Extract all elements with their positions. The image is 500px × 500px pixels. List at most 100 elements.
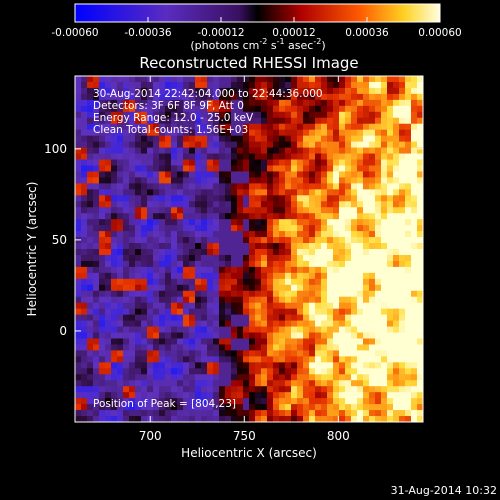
heatmap-cell — [363, 410, 370, 417]
heatmap-cell — [207, 392, 214, 399]
heatmap-cell — [357, 135, 364, 143]
heatmap-cell — [195, 404, 202, 411]
heatmap-cell — [351, 159, 358, 166]
x-axis-label: Heliocentric X (arcsec) — [181, 446, 317, 460]
heatmap-cell — [111, 111, 118, 119]
heatmap-cell — [135, 81, 142, 89]
heatmap-cell — [297, 260, 304, 268]
heatmap-cell — [213, 117, 220, 125]
heatmap-cell — [297, 123, 304, 131]
heatmap-cell — [267, 219, 274, 226]
heatmap-cell — [249, 105, 256, 113]
heatmap-cell — [207, 147, 214, 154]
heatmap-cell — [81, 147, 88, 154]
heatmap-cell — [177, 410, 184, 417]
heatmap-cell — [183, 266, 190, 274]
heatmap-cell — [93, 392, 100, 399]
heatmap-cell — [387, 195, 394, 202]
heatmap-cell — [267, 147, 274, 154]
heatmap-cell — [213, 272, 220, 280]
heatmap-cell — [81, 332, 88, 339]
heatmap-cell — [309, 231, 316, 238]
heatmap-cell — [129, 237, 136, 244]
heatmap-cell — [381, 207, 388, 214]
heatmap-cell — [171, 231, 178, 238]
heatmap-cell — [231, 129, 238, 137]
heatmap-cell — [381, 249, 388, 256]
heatmap-cell — [393, 237, 400, 244]
heatmap-cell — [225, 302, 232, 310]
heatmap-cell — [129, 123, 136, 131]
heatmap-cell — [153, 111, 160, 119]
heatmap-cell — [93, 171, 100, 178]
heatmap-cell — [213, 189, 220, 196]
heatmap-cell — [123, 404, 130, 411]
heatmap-cell — [159, 219, 166, 226]
heatmap-cell — [123, 195, 130, 202]
heatmap-cell — [303, 374, 310, 381]
heatmap-cell — [129, 231, 136, 238]
heatmap-cell — [117, 93, 124, 101]
heatmap-cell — [417, 171, 423, 178]
heatmap-cell — [141, 76, 148, 83]
heatmap-cell — [333, 326, 340, 333]
heatmap-cell — [303, 368, 310, 375]
heatmap-cell — [207, 165, 214, 172]
heatmap-cell — [201, 231, 208, 238]
heatmap-cell — [345, 344, 352, 351]
heatmap-cell — [87, 81, 94, 89]
heatmap-cell — [393, 243, 400, 250]
heatmap-cell — [273, 254, 280, 262]
heatmap-cell — [87, 398, 94, 405]
heatmap-cell — [267, 398, 274, 405]
heatmap-cell — [237, 219, 244, 226]
heatmap-cell — [141, 260, 148, 268]
heatmap-cell — [141, 207, 148, 214]
heatmap-cell — [417, 105, 423, 113]
heatmap-cell — [159, 111, 166, 119]
heatmap-cell — [93, 183, 100, 190]
heatmap-cell — [249, 266, 256, 274]
heatmap-cell — [363, 159, 370, 166]
heatmap-cell — [87, 260, 94, 268]
heatmap-cell — [393, 332, 400, 339]
heatmap-cell — [111, 183, 118, 190]
heatmap-cell — [75, 135, 82, 143]
heatmap-cell — [135, 225, 142, 232]
heatmap-cell — [411, 153, 418, 160]
heatmap-cell — [321, 171, 328, 178]
heatmap-cell — [339, 386, 346, 393]
heatmap-cell — [273, 219, 280, 226]
heatmap-cell — [81, 129, 88, 137]
heatmap-cell — [153, 87, 160, 95]
heatmap-cell — [123, 314, 130, 321]
heatmap-cell — [369, 153, 376, 160]
heatmap-cell — [267, 81, 274, 89]
heatmap-cell — [111, 201, 118, 208]
heatmap-cell — [117, 260, 124, 268]
heatmap-cell — [405, 320, 412, 327]
heatmap-cell — [75, 326, 82, 333]
heatmap-cell — [321, 350, 328, 357]
heatmap-cell — [381, 416, 388, 422]
heatmap-cell — [177, 231, 184, 238]
heatmap-cell — [219, 386, 226, 393]
heatmap-cell — [261, 332, 268, 339]
heatmap-cell — [171, 266, 178, 274]
heatmap-cell — [393, 213, 400, 220]
heatmap-cell — [375, 296, 382, 304]
heatmap-cell — [375, 350, 382, 357]
heatmap-cell — [363, 249, 370, 256]
heatmap-cell — [207, 380, 214, 387]
heatmap-cell — [213, 123, 220, 131]
heatmap-cell — [327, 135, 334, 143]
heatmap-cell — [303, 243, 310, 250]
heatmap-cell — [405, 368, 412, 375]
heatmap-cell — [159, 278, 166, 286]
heatmap-cell — [267, 374, 274, 381]
heatmap-cell — [129, 105, 136, 113]
heatmap-cell — [147, 201, 154, 208]
heatmap-cell — [231, 213, 238, 220]
heatmap-cell — [297, 219, 304, 226]
